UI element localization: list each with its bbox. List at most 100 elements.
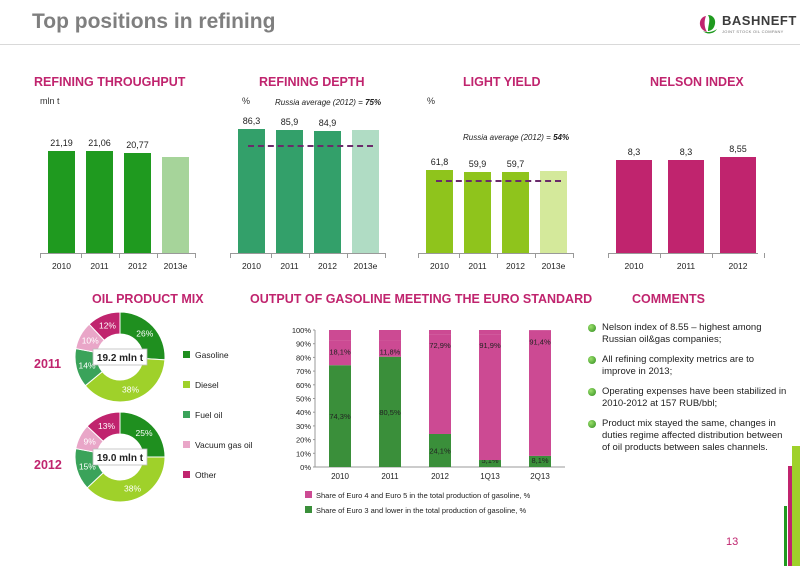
bar-value-label: 86,3 (242, 116, 261, 127)
russia-average-label: Russia average (2012) = 75% (275, 98, 382, 108)
legend-swatch (183, 441, 190, 448)
stacked-segment (479, 460, 501, 467)
x-tick-label: 2012 (506, 261, 525, 271)
unit-label: mln t (40, 96, 60, 106)
x-axis-line (418, 253, 573, 254)
bar-value-label: 20,77 (126, 139, 149, 150)
x-tick-label: 2013e (163, 261, 188, 271)
x-tick-label: 1Q13 (480, 472, 500, 481)
x-tick (496, 253, 498, 258)
legend-swatch (305, 506, 312, 513)
unit-label: % (242, 96, 251, 106)
x-tick-label: 2010 (624, 261, 644, 271)
segment-label: 91,9% (479, 341, 501, 350)
stacked-segment (329, 365, 351, 467)
x-tick-label: 2011 (468, 261, 487, 271)
bar (162, 156, 189, 253)
y-tick-label: 80% (296, 353, 311, 362)
bar (238, 129, 265, 253)
bar-value-label: 8,3 (627, 146, 641, 157)
x-axis-line (40, 253, 195, 254)
stacked-segment (379, 356, 401, 467)
page-title: Top positions in refining (32, 10, 276, 33)
bar (540, 171, 567, 253)
x-tick (572, 253, 574, 258)
bar (276, 129, 303, 253)
x-tick-label: 2012 (431, 472, 449, 481)
bar-value-label: 61,8 (430, 156, 449, 167)
logo-wordmark: BASHNEFT (722, 13, 797, 28)
stacked-segment (429, 334, 451, 434)
x-tick (118, 253, 120, 258)
comment-item: Operating expenses have been stabilized … (588, 386, 788, 410)
x-tick-label: 2010 (331, 472, 349, 481)
x-tick (40, 253, 41, 258)
oil-product-mix-donuts: 26% 38% 14% 10%12% 19.2 mln t 25% 38% 15% 9%13% 1… (75, 312, 253, 503)
donut-slice (88, 312, 121, 341)
y-tick-label: 60% (296, 381, 311, 390)
x-tick (80, 253, 82, 258)
bar (464, 172, 491, 253)
year-2011-label: 2011 (34, 357, 62, 371)
x-tick-label: 2013e (541, 261, 566, 271)
comments-title: COMMENTS (632, 292, 705, 306)
x-tick (608, 253, 609, 258)
bar (616, 159, 652, 253)
segment-label: 72,9% (429, 341, 451, 350)
light-yield-title: LIGHT YIELD (463, 75, 541, 89)
y-tick-label: 90% (296, 340, 311, 349)
legend-label: Gasoline (195, 350, 229, 360)
unit-label: % (427, 96, 436, 106)
total-box (92, 348, 148, 366)
x-axis-line (608, 253, 758, 254)
x-tick-label: 2011 (90, 261, 109, 271)
y-tick-label: 40% (296, 408, 311, 417)
segment-label: 24,1% (429, 446, 451, 455)
comments-list: Nelson index of 8.55 – highest among Rus… (588, 322, 788, 462)
nelson-index-title: NELSON INDEX (650, 75, 744, 89)
x-tick-label: 2Q13 (530, 472, 550, 481)
segment-label: 80,5% (379, 408, 401, 417)
stacked-segment (479, 334, 501, 461)
russia-average-label: Russia average (2012) = 54% (463, 133, 570, 143)
stacked-segment (529, 455, 551, 467)
slice-label: 38% (122, 384, 139, 394)
slice-label: 38% (124, 484, 141, 494)
legend-swatch (183, 351, 190, 358)
segment-label: 8,1% (531, 456, 548, 465)
legend-label: Share of Euro 4 and Euro 5 in the total … (316, 491, 531, 500)
slice-label: 26% (136, 329, 153, 339)
y-tick-label: 100% (292, 326, 312, 335)
total-label: 19.0 mln t (97, 453, 144, 464)
bar (314, 131, 341, 253)
gasoline-euro-stacked-chart: 0% 10% 20% 30% 40% 50% 60% 70% 80% 90% 100% 74,3% 18… (292, 326, 565, 515)
refining-throughput-title: REFINING THROUGHPUT (34, 75, 186, 89)
stacked-segment (529, 330, 551, 331)
corner-decoration-icon (784, 446, 800, 566)
russia-average-value: 75% (365, 98, 382, 108)
stacked-segment (479, 330, 501, 335)
legend-label: Vacuum gas oil (195, 440, 253, 450)
donut-slice (86, 456, 166, 503)
x-tick-label: 2013e (353, 261, 378, 271)
comment-item: Product mix stayed the same, changes in … (588, 418, 788, 454)
gasoline-output-title: OUTPUT OF GASOLINE MEETING THE EURO STAN… (250, 292, 593, 306)
stacked-segment (379, 330, 401, 341)
bashneft-logo-icon (699, 15, 717, 34)
stacked-segment (429, 433, 451, 467)
x-axis-line (230, 253, 385, 254)
segment-label: 5,1% (481, 456, 498, 465)
legend-swatch (183, 471, 190, 478)
x-tick-label: 2010 (52, 261, 71, 271)
bullet-icon (588, 388, 596, 396)
stacked-segment (379, 340, 401, 357)
x-tick (156, 253, 158, 258)
x-tick (660, 253, 661, 258)
x-tick (458, 253, 460, 258)
refining-depth-title: REFINING DEPTH (259, 75, 365, 89)
x-tick-label: 2012 (728, 261, 748, 271)
bar (124, 152, 151, 253)
comment-item: Nelson index of 8.55 – highest among Rus… (588, 322, 788, 346)
legend-swatch (183, 411, 190, 418)
x-tick (418, 253, 419, 258)
